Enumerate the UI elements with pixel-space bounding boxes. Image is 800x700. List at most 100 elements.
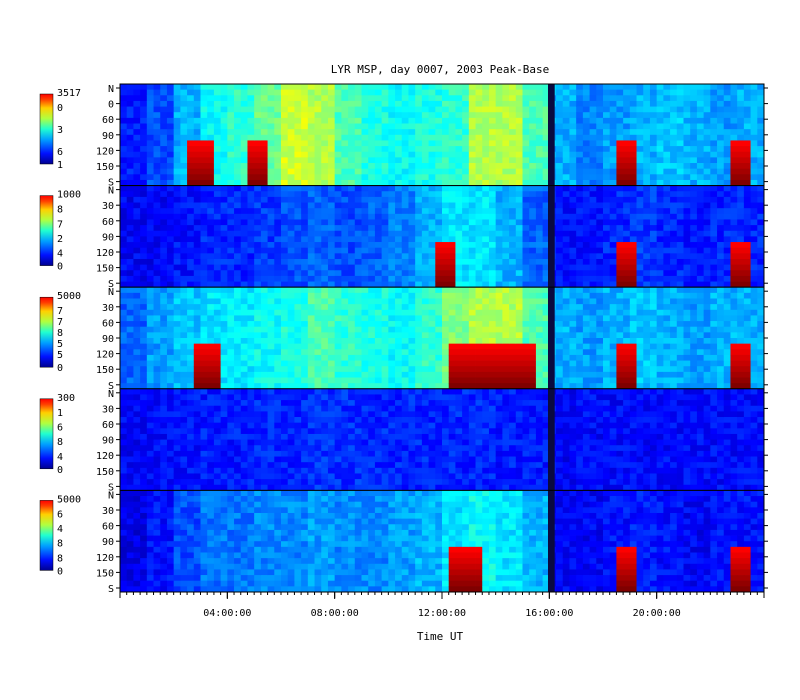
heatmap-cell [582,275,590,282]
heatmap-cell [462,174,470,181]
heatmap-cell [482,242,490,249]
heatmap-cell [468,213,476,220]
heatmap-cell [636,275,644,282]
heatmap-cell [334,292,342,299]
heatmap-cell [522,321,530,328]
heatmap-cell [535,258,544,266]
heatmap-cell [730,185,738,192]
heatmap-cell [421,230,429,237]
heatmap-cell [522,179,530,186]
heatmap-cell [220,309,228,316]
heatmap-cell [341,264,349,271]
heatmap-cell [408,253,416,260]
heatmap-cell [582,304,590,311]
heatmap-cell [596,281,604,288]
heatmap-cell [556,242,564,249]
heatmap-cell [717,106,725,113]
heatmap-cell [488,106,497,113]
heatmap-cell [623,383,631,390]
heatmap-cell [596,208,604,215]
heatmap-cell [495,321,503,328]
heatmap-cell [166,84,175,91]
heatmap-cell [368,95,376,102]
heatmap-cell [522,287,530,294]
heatmap-cell [287,321,295,328]
heatmap-cell [260,236,268,243]
heatmap-cell [495,185,503,192]
heatmap-cell [495,202,503,209]
heatmap-cell [381,213,389,220]
heatmap-cell [301,174,309,181]
heatmap-cell [488,242,497,249]
heatmap-cell [260,185,268,192]
heatmap-cell [341,281,349,288]
heatmap-cell [656,100,664,107]
heatmap-cell [388,371,396,378]
heatmap-cell [522,383,530,390]
heatmap-cell [670,95,678,102]
heatmap-cell [509,371,517,378]
heatmap-cell [710,247,718,254]
heatmap-cell [643,253,651,260]
heatmap-cell [227,140,235,147]
heatmap-cell [556,95,564,102]
heatmap-cell [421,247,429,254]
heatmap-cell [636,371,644,378]
heatmap-cell [361,242,369,249]
heatmap-cell [435,89,443,96]
heatmap-cell [395,95,403,102]
heatmap-cell [582,123,590,130]
heatmap-cell [368,349,376,356]
heatmap-cell [603,179,611,186]
heatmap-cell [301,230,309,237]
heatmap-cell [696,84,705,91]
heatmap-cell [576,275,584,282]
heatmap-cell [475,84,483,91]
heatmap-cell [643,163,651,170]
heatmap-cell [401,253,409,260]
heatmap-cell [663,84,671,91]
heatmap-cell [663,287,671,294]
heatmap-cell [495,230,503,237]
heatmap-cell [750,89,758,96]
heatmap-cell [670,146,678,153]
heatmap-cell [596,196,604,203]
heatmap-cell [180,112,188,119]
heatmap-cell [348,253,356,260]
heatmap-cell [227,309,235,316]
heatmap-cell [213,343,222,350]
heatmap-cell [609,298,617,305]
heatmap-cell [401,117,409,124]
heatmap-cell [562,377,570,384]
heatmap-cell [146,309,154,316]
heatmap-cell [314,377,322,384]
heatmap-cell [629,179,637,186]
heatmap-cell [623,89,631,96]
heatmap-cell [166,95,175,102]
heatmap-cell [274,332,282,339]
heatmap-cell [717,95,725,102]
heatmap-cell [140,213,148,220]
heatmap-cell [267,146,275,153]
heatmap-cell [133,332,141,339]
heatmap-cell [448,123,456,130]
heatmap-cell [126,349,134,356]
heatmap-cell [166,163,175,170]
heatmap-cell [562,202,570,209]
heatmap-cell [120,242,128,249]
heatmap-cell [227,315,235,322]
heatmap-cell [415,219,423,226]
heatmap-cell [260,95,268,102]
heatmap-cell [596,151,604,158]
heatmap-cell [488,253,497,260]
heatmap-cell [327,253,336,260]
heatmap-cell [361,163,369,170]
heatmap-cell [374,383,383,390]
heatmap-cell [327,191,336,198]
heatmap-cell [133,377,141,384]
heatmap-cell [281,338,289,345]
heatmap-cell [234,112,242,119]
heatmap-cell [468,134,476,141]
heatmap-cell [562,383,570,390]
heatmap-cell [388,338,396,345]
